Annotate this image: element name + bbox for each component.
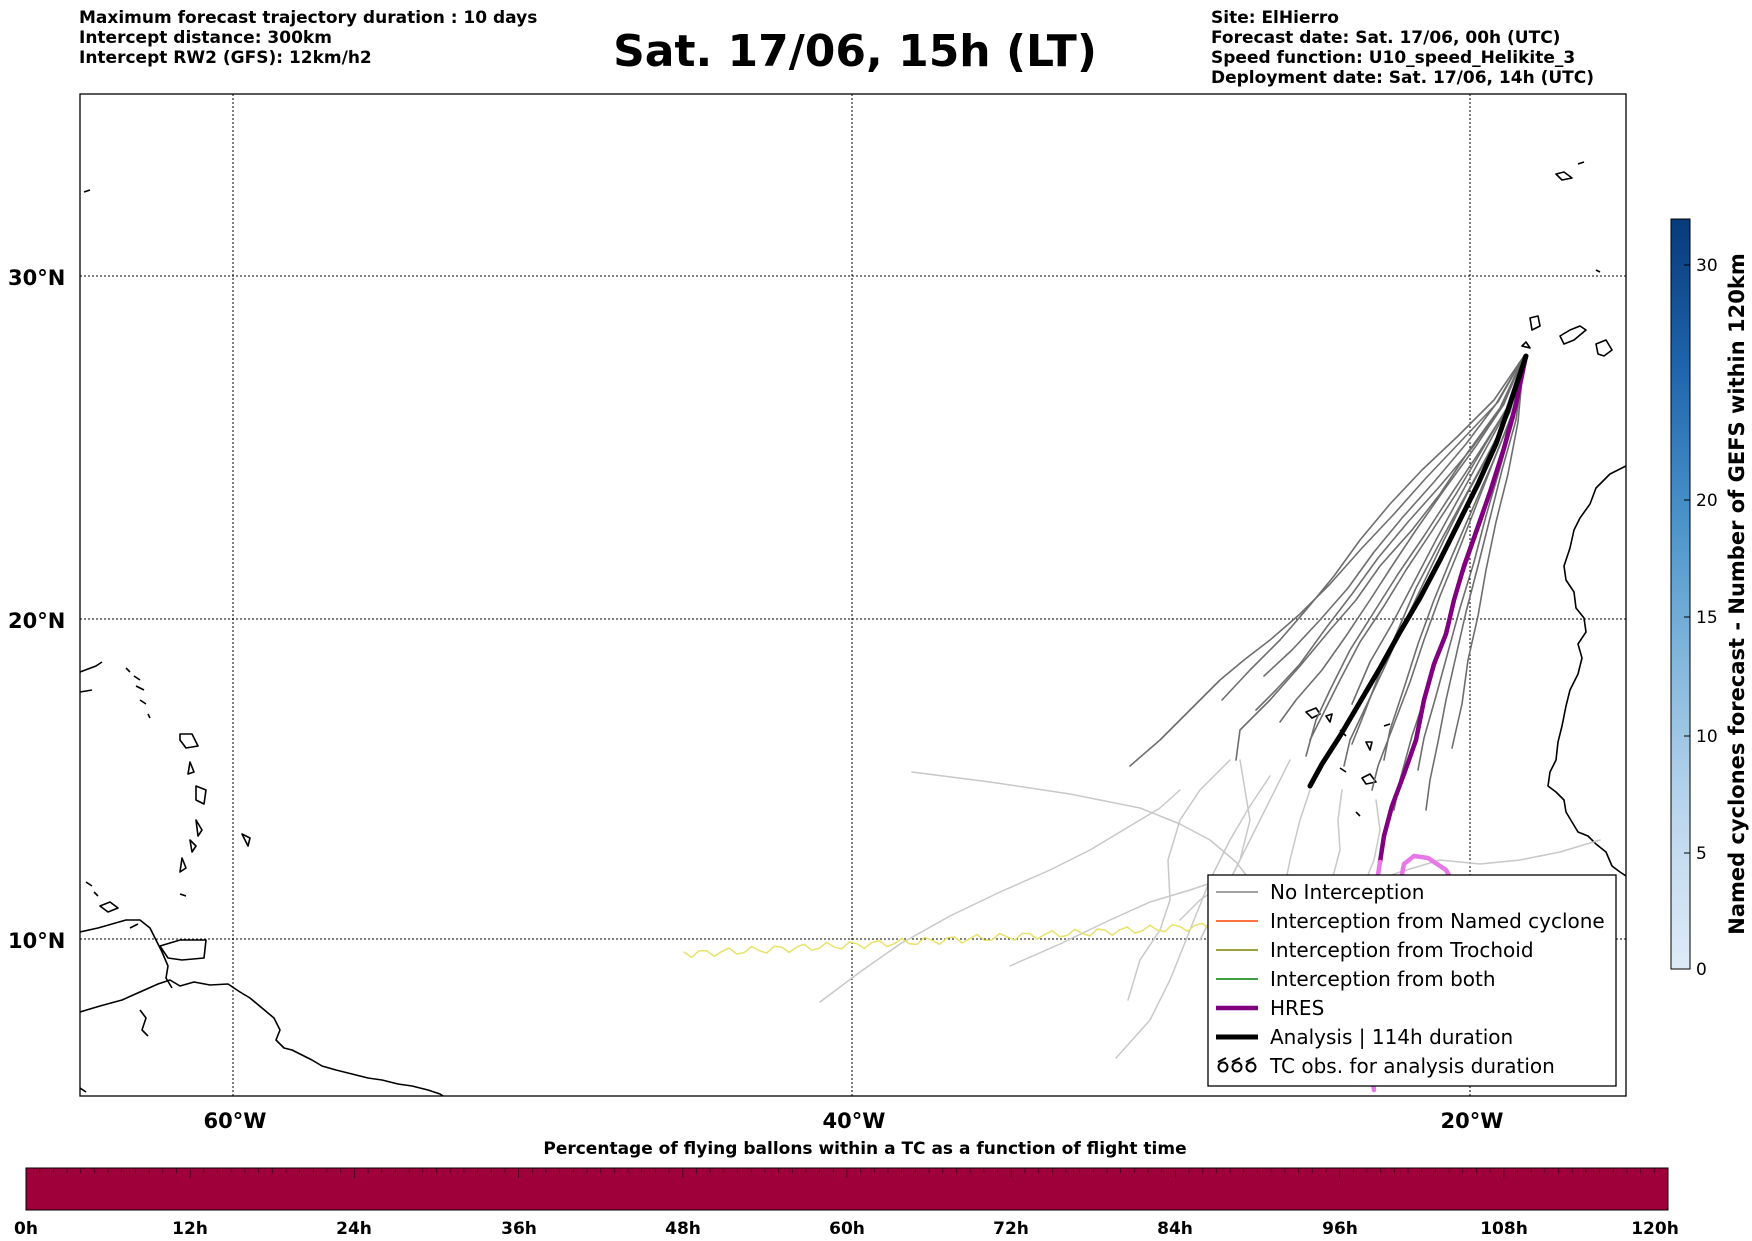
canary-islands [1521,315,1613,357]
yellow-trajectory [683,922,1211,959]
colorbar-tick-0: 0 [1696,960,1707,980]
deployment-date-text: Deployment date: Sat. 17/06, 14h (UTC) [1211,68,1595,88]
time-tick-96h: 96h [1322,1219,1358,1239]
trajectory [1305,355,1525,757]
faded-trajectory [1115,775,1271,1059]
percentage-bar: Percentage of flying ballons within a TC… [14,1139,1679,1239]
time-tick-60h: 60h [829,1219,865,1239]
legend-label-hres: HRES [1270,996,1324,1020]
lon-label-60: 60°W [204,1109,267,1133]
faded-trajectory [1009,879,1221,967]
colorbar-tick-15: 15 [1696,608,1718,628]
time-tick-72h: 72h [993,1219,1029,1239]
colorbar-label: Named cyclones forecast - Number of GEFS… [1725,253,1749,934]
trajectory [1255,355,1525,711]
time-tick-84h: 84h [1157,1219,1193,1239]
colorbar-gradient [1670,218,1691,970]
legend-label-trochoid: Interception from Trochoid [1270,938,1534,962]
analysis-trajectory [1307,353,1529,789]
lat-label-10: 10°N [8,929,65,953]
site-info: Site: ElHierro Forecast date: Sat. 17/06… [1211,8,1594,88]
max-duration-text: Maximum forecast trajectory duration : 1… [79,8,538,28]
intercept-distance-text: Intercept distance: 300km [79,28,332,48]
forecast-settings: Maximum forecast trajectory duration : 1… [79,8,537,68]
longitude-labels: 60°W 40°W 20°W [204,1109,1504,1133]
legend-label-analysis: Analysis | 114h duration [1270,1025,1513,1049]
trajectory [1263,355,1525,677]
percentage-bar-minor-ticks [39,1168,1655,1178]
intercept-rw2-text: Intercept RW2 (GFS): 12km/h2 [79,48,372,68]
legend-label-named-cyclone: Interception from Named cyclone [1270,909,1605,933]
madeira-islands [1555,161,1601,273]
time-tick-24h: 24h [336,1219,372,1239]
legend-label-both: Interception from both [1270,967,1496,991]
lon-label-20: 20°W [1441,1109,1504,1133]
page-title: Sat. 17/06, 15h (LT) [613,26,1097,77]
trajectory [1221,355,1525,701]
colorbar-tick-20: 20 [1696,491,1718,511]
trajectory [1235,355,1525,761]
faded-trajectory [1127,759,1231,1001]
trajectories [683,353,1601,1093]
time-tick-120h: 120h [1631,1219,1679,1239]
lat-label-20: 20°N [8,609,65,633]
lat-label-30: 30°N [8,266,65,290]
percentage-bar-title: Percentage of flying ballons within a TC… [543,1139,1186,1159]
time-tick-0h: 0h [14,1219,38,1239]
speed-function-text: Speed function: U10_speed_Helikite_3 [1211,48,1576,68]
colorbar-tick-30: 30 [1696,256,1718,276]
hres-trajectory [1377,353,1529,865]
trinidad-coast [159,939,207,961]
time-tick-36h: 36h [501,1219,537,1239]
caribbean-islands [80,189,251,1093]
percentage-bar-tick-labels: 0h 12h 24h 36h 48h 60h 72h 84h 96h 108h … [14,1219,1679,1239]
faded-trajectory [1359,839,1601,887]
trajectory [1425,355,1525,811]
legend-label-no-interception: No Interception [1270,880,1424,904]
legend: No Interception Interception from Named … [1207,874,1617,1087]
faded-trajectory [911,771,1251,881]
north-venezuela-coast [80,919,173,989]
legend-label-tc-obs: TC obs. for analysis duration [1269,1054,1555,1078]
time-tick-12h: 12h [172,1219,208,1239]
cyclone-symbols-icon [1217,1057,1257,1073]
trajectory [1351,355,1525,705]
time-tick-48h: 48h [665,1219,701,1239]
forecast-date-text: Forecast date: Sat. 17/06, 00h (UTC) [1211,28,1561,48]
legend-box [1207,874,1617,1087]
trajectory [1383,355,1525,761]
faded-trajectory [819,789,1181,1003]
time-tick-108h: 108h [1480,1219,1528,1239]
lon-label-40: 40°W [823,1109,886,1133]
colorbar-tick-10: 10 [1696,727,1718,747]
colorbar-tick-5: 5 [1696,844,1707,864]
coastlines [80,161,1626,1096]
trajectory [1451,355,1525,749]
colorbar-tick-marks [1684,264,1690,970]
latitude-labels: 30°N 20°N 10°N [8,266,65,953]
west-africa-coast [1547,465,1626,877]
trajectory [1279,355,1525,723]
cyclone-colorbar: 0 5 10 15 20 30 Named cyclones forecast … [1670,218,1749,980]
site-text: Site: ElHierro [1211,8,1339,28]
